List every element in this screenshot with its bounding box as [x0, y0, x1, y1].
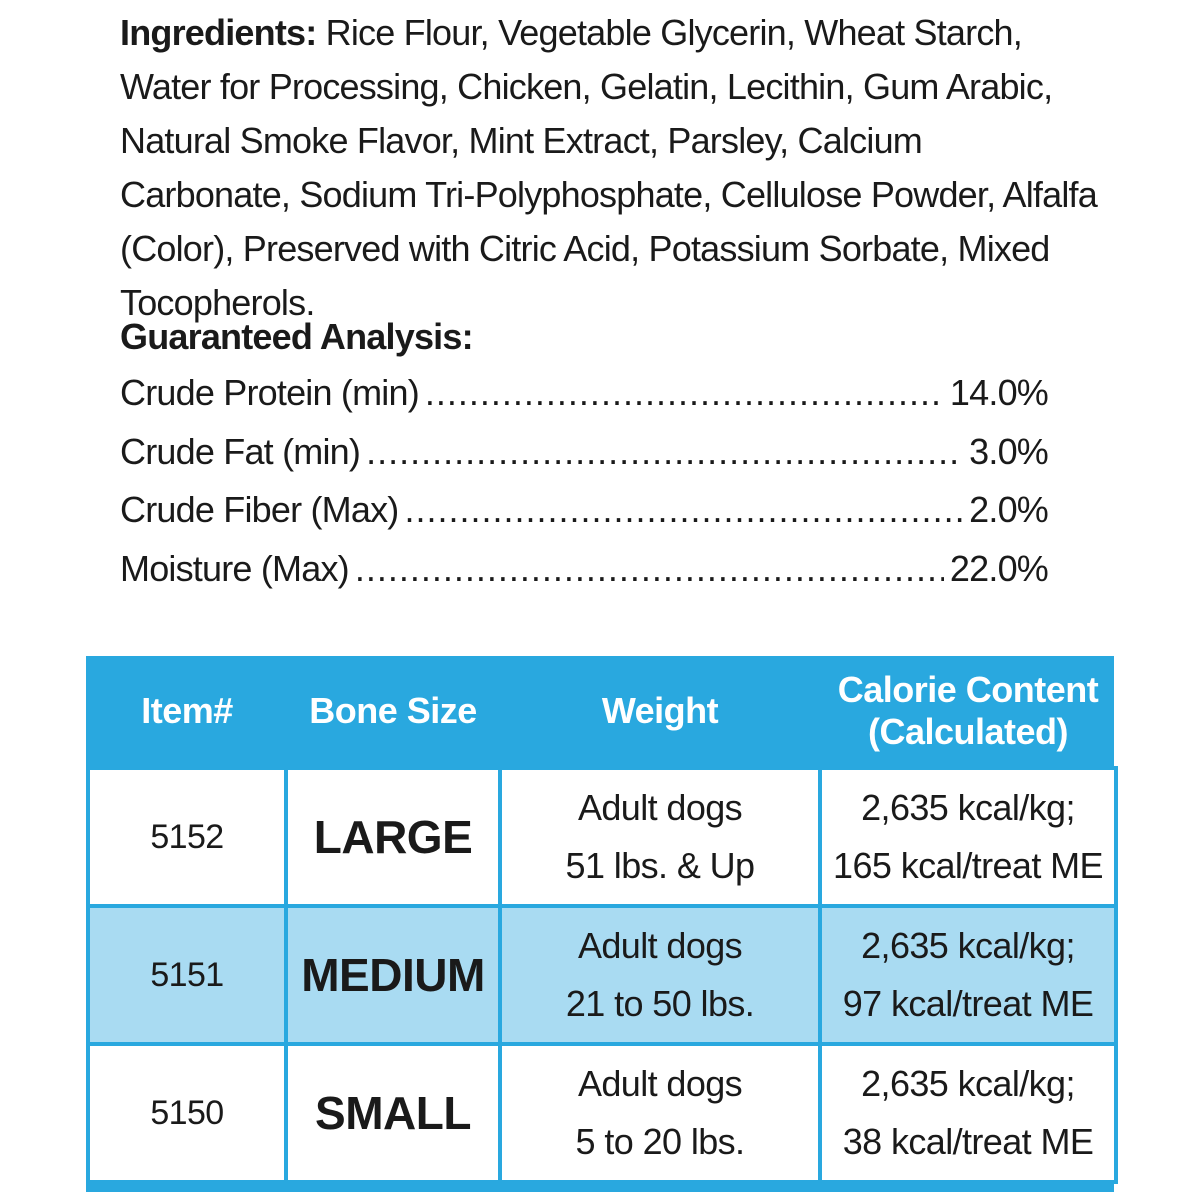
- calorie-line1: 2,635 kcal/kg;: [861, 925, 1075, 966]
- analysis-name: Crude Fiber (Max): [120, 489, 399, 530]
- header-weight: Weight: [601, 690, 719, 731]
- analysis-row-moisture: Moisture (Max) 22.0%: [120, 547, 1049, 607]
- header-calorie-content: Calorie Content (Calculated): [820, 656, 1116, 768]
- calorie-line2: 165 kcal/treat ME: [833, 845, 1104, 886]
- table-row: 5151 MEDIUM Adult dogs 21 to 50 lbs. 2,6…: [86, 904, 1118, 1046]
- weight-line1: Adult dogs: [577, 787, 743, 828]
- analysis-name: Crude Fat (min): [120, 430, 361, 472]
- ingredients-paragraph: Ingredients: Rice Flour, Vegetable Glyce…: [120, 6, 1100, 330]
- header-item: Item#: [141, 690, 233, 731]
- cell-calorie: 2,635 kcal/kg; 97 kcal/treat ME: [818, 904, 1118, 1046]
- analysis-row-fiber: Crude Fiber (Max) 2.0%: [120, 489, 1049, 548]
- table-row: 5150 SMALL Adult dogs 5 to 20 lbs. 2,635…: [86, 1042, 1118, 1184]
- weight-line2: 5 to 20 lbs.: [575, 1121, 746, 1162]
- cell-calorie: 2,635 kcal/kg; 165 kcal/treat ME: [818, 766, 1118, 908]
- cell-item: 5151: [86, 904, 288, 1046]
- calorie-line1: 2,635 kcal/kg;: [861, 787, 1075, 828]
- dot-leader: [404, 489, 963, 531]
- header-bone-size: Bone Size: [309, 690, 477, 731]
- dot-leader: [425, 372, 944, 414]
- analysis-value: 2.0%: [969, 489, 1049, 530]
- cell-item: 5150: [86, 1042, 288, 1184]
- analysis-value: 14.0%: [949, 372, 1049, 413]
- analysis-title: Guaranteed Analysis:: [120, 316, 474, 357]
- analysis-value: 22.0%: [949, 547, 1049, 589]
- ingredients-text: Rice Flour, Vegetable Glycerin, Wheat St…: [120, 12, 1098, 323]
- product-table: Item# Bone Size Weight Calorie Content (…: [86, 656, 1118, 1184]
- weight-line2: 51 lbs. & Up: [565, 845, 756, 886]
- analysis-value: 3.0%: [969, 430, 1049, 472]
- table-header-row: Item# Bone Size Weight Calorie Content (…: [88, 656, 1116, 768]
- cell-item: 5152: [86, 766, 288, 908]
- header-calorie-line1: Calorie Content: [837, 669, 1099, 710]
- analysis-name: Crude Protein (min): [120, 372, 420, 413]
- dot-leader: [355, 548, 944, 590]
- calorie-line1: 2,635 kcal/kg;: [861, 1063, 1075, 1104]
- product-table-container: Item# Bone Size Weight Calorie Content (…: [86, 656, 1118, 1192]
- calorie-line2: 38 kcal/treat ME: [842, 1121, 1094, 1162]
- cell-calorie: 2,635 kcal/kg; 38 kcal/treat ME: [818, 1042, 1118, 1184]
- dot-leader: [366, 431, 963, 473]
- cell-weight: Adult dogs 5 to 20 lbs.: [498, 1042, 822, 1184]
- analysis-row-protein: Crude Protein (min) 14.0%: [120, 372, 1049, 431]
- cell-bone-size: SMALL: [284, 1042, 502, 1184]
- weight-line2: 21 to 50 lbs.: [565, 983, 755, 1024]
- cell-bone-size: LARGE: [284, 766, 502, 908]
- analysis-name: Moisture (Max): [120, 547, 350, 589]
- weight-line1: Adult dogs: [577, 925, 743, 966]
- analysis-row-fat: Crude Fat (min) 3.0%: [120, 430, 1049, 490]
- cell-weight: Adult dogs 21 to 50 lbs.: [498, 904, 822, 1046]
- calorie-line2: 97 kcal/treat ME: [842, 983, 1094, 1024]
- weight-line1: Adult dogs: [577, 1063, 743, 1104]
- cell-bone-size: MEDIUM: [284, 904, 502, 1046]
- table-row: 5152 LARGE Adult dogs 51 lbs. & Up 2,635…: [86, 766, 1118, 908]
- cell-weight: Adult dogs 51 lbs. & Up: [498, 766, 822, 908]
- header-calorie-line2: (Calculated): [867, 711, 1069, 752]
- ingredients-label: Ingredients:: [120, 12, 317, 53]
- analysis-list: Crude Protein (min) 14.0% Crude Fat (min…: [120, 372, 1049, 607]
